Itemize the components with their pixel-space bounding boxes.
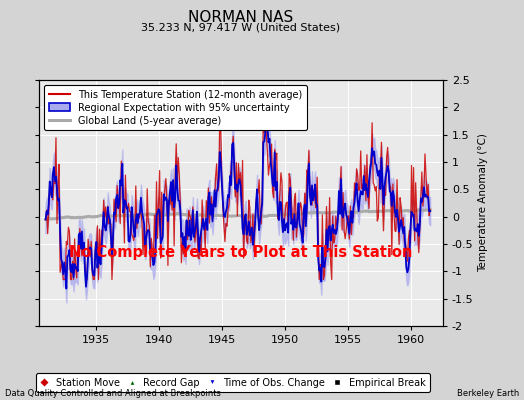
Text: No Complete Years to Plot at This Station: No Complete Years to Plot at This Statio… xyxy=(69,245,413,260)
Legend: Station Move, Record Gap, Time of Obs. Change, Empirical Break: Station Move, Record Gap, Time of Obs. C… xyxy=(36,373,430,392)
Text: 35.233 N, 97.417 W (United States): 35.233 N, 97.417 W (United States) xyxy=(141,22,341,32)
Y-axis label: Temperature Anomaly (°C): Temperature Anomaly (°C) xyxy=(477,134,488,272)
Text: NORMAN NAS: NORMAN NAS xyxy=(189,10,293,25)
Text: Berkeley Earth: Berkeley Earth xyxy=(456,389,519,398)
Text: Data Quality Controlled and Aligned at Breakpoints: Data Quality Controlled and Aligned at B… xyxy=(5,389,221,398)
